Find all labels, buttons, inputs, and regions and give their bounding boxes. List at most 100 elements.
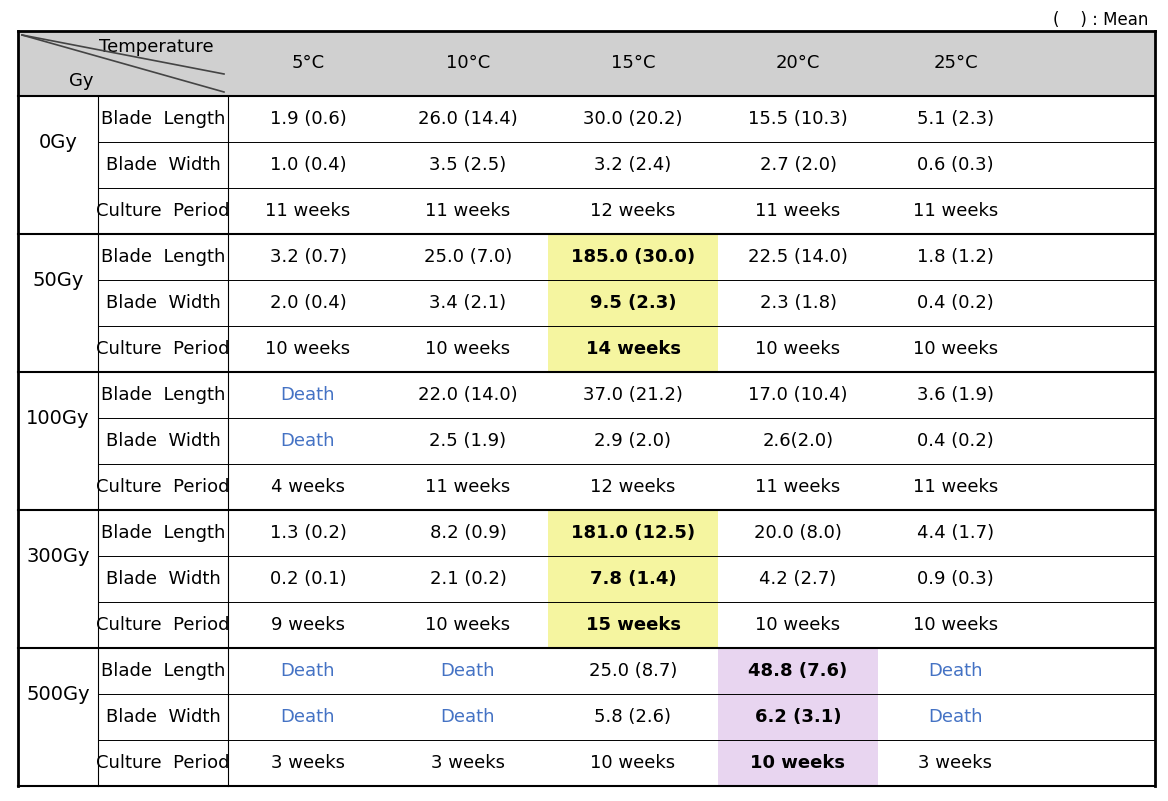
Text: 0Gy: 0Gy bbox=[39, 132, 77, 151]
Text: 25°C: 25°C bbox=[933, 54, 978, 73]
Text: Blade  Width: Blade Width bbox=[105, 432, 221, 450]
Text: Blade  Length: Blade Length bbox=[100, 662, 225, 680]
Bar bbox=[718, 740, 878, 786]
Text: 4 weeks: 4 weeks bbox=[271, 478, 345, 496]
Bar bbox=[548, 326, 718, 372]
Text: 1.8 (1.2): 1.8 (1.2) bbox=[917, 248, 994, 266]
Text: 3.4 (2.1): 3.4 (2.1) bbox=[430, 294, 507, 312]
Text: 14 weeks: 14 weeks bbox=[585, 340, 681, 358]
Text: 15.5 (10.3): 15.5 (10.3) bbox=[749, 110, 848, 128]
Text: 12 weeks: 12 weeks bbox=[590, 202, 675, 220]
Text: 10 weeks: 10 weeks bbox=[265, 340, 350, 358]
Text: 11 weeks: 11 weeks bbox=[265, 202, 350, 220]
Text: Death: Death bbox=[440, 662, 495, 680]
Text: Culture  Period: Culture Period bbox=[96, 340, 230, 358]
Text: 3.2 (0.7): 3.2 (0.7) bbox=[270, 248, 347, 266]
Bar bbox=[18, 31, 1155, 96]
Text: 37.0 (21.2): 37.0 (21.2) bbox=[583, 386, 683, 404]
Text: 4.4 (1.7): 4.4 (1.7) bbox=[917, 524, 994, 542]
Text: 6.2 (3.1): 6.2 (3.1) bbox=[755, 708, 841, 726]
Text: 0.6 (0.3): 0.6 (0.3) bbox=[917, 156, 994, 174]
Text: 25.0 (8.7): 25.0 (8.7) bbox=[589, 662, 677, 680]
Text: 50Gy: 50Gy bbox=[33, 271, 84, 289]
Text: 2.0 (0.4): 2.0 (0.4) bbox=[270, 294, 347, 312]
Text: 11 weeks: 11 weeks bbox=[425, 478, 510, 496]
Text: 9.5 (2.3): 9.5 (2.3) bbox=[590, 294, 676, 312]
Text: 10°C: 10°C bbox=[446, 54, 491, 73]
Text: 10 weeks: 10 weeks bbox=[425, 616, 510, 634]
Bar bbox=[548, 602, 718, 648]
Text: 9 weeks: 9 weeks bbox=[271, 616, 345, 634]
Text: 48.8 (7.6): 48.8 (7.6) bbox=[749, 662, 848, 680]
Text: 5.1 (2.3): 5.1 (2.3) bbox=[917, 110, 994, 128]
Text: 0.4 (0.2): 0.4 (0.2) bbox=[917, 432, 994, 450]
Text: 7.8 (1.4): 7.8 (1.4) bbox=[590, 570, 676, 588]
Text: 20.0 (8.0): 20.0 (8.0) bbox=[755, 524, 842, 542]
Text: 11 weeks: 11 weeks bbox=[913, 478, 999, 496]
Text: 10 weeks: 10 weeks bbox=[913, 340, 999, 358]
Text: Death: Death bbox=[440, 708, 495, 726]
Text: 0.9 (0.3): 0.9 (0.3) bbox=[917, 570, 994, 588]
Text: 26.0 (14.4): 26.0 (14.4) bbox=[418, 110, 517, 128]
Bar bbox=[718, 648, 878, 694]
Text: 11 weeks: 11 weeks bbox=[756, 478, 841, 496]
Text: 0.2 (0.1): 0.2 (0.1) bbox=[270, 570, 347, 588]
Bar bbox=[718, 694, 878, 740]
Text: Death: Death bbox=[929, 708, 982, 726]
Text: 5°C: 5°C bbox=[292, 54, 325, 73]
Text: 10 weeks: 10 weeks bbox=[756, 616, 841, 634]
Text: Death: Death bbox=[280, 432, 335, 450]
Text: 8.2 (0.9): 8.2 (0.9) bbox=[430, 524, 507, 542]
Text: Death: Death bbox=[280, 708, 335, 726]
Text: 2.7 (2.0): 2.7 (2.0) bbox=[759, 156, 836, 174]
Text: 22.0 (14.0): 22.0 (14.0) bbox=[418, 386, 517, 404]
Text: 3 weeks: 3 weeks bbox=[918, 754, 993, 772]
Text: 3.6 (1.9): 3.6 (1.9) bbox=[917, 386, 994, 404]
Text: Blade  Length: Blade Length bbox=[100, 110, 225, 128]
Text: 300Gy: 300Gy bbox=[26, 546, 90, 566]
Text: Blade  Length: Blade Length bbox=[100, 524, 225, 542]
Text: 11 weeks: 11 weeks bbox=[425, 202, 510, 220]
Text: Blade  Width: Blade Width bbox=[105, 570, 221, 588]
Text: 11 weeks: 11 weeks bbox=[756, 202, 841, 220]
Text: Blade  Length: Blade Length bbox=[100, 386, 225, 404]
Text: 181.0 (12.5): 181.0 (12.5) bbox=[571, 524, 695, 542]
Text: 10 weeks: 10 weeks bbox=[756, 340, 841, 358]
Text: Blade  Width: Blade Width bbox=[105, 156, 221, 174]
Text: (    ) : Mean: ( ) : Mean bbox=[1052, 11, 1148, 29]
Text: 3 weeks: 3 weeks bbox=[431, 754, 505, 772]
Text: 1.3 (0.2): 1.3 (0.2) bbox=[270, 524, 347, 542]
Text: Blade  Length: Blade Length bbox=[100, 248, 225, 266]
Text: 15°C: 15°C bbox=[611, 54, 655, 73]
Text: 2.1 (0.2): 2.1 (0.2) bbox=[430, 570, 507, 588]
Text: 10 weeks: 10 weeks bbox=[591, 754, 675, 772]
Text: 2.5 (1.9): 2.5 (1.9) bbox=[430, 432, 507, 450]
Text: Gy: Gy bbox=[69, 72, 93, 90]
Bar bbox=[548, 280, 718, 326]
Bar bbox=[548, 510, 718, 556]
Text: 0.4 (0.2): 0.4 (0.2) bbox=[917, 294, 994, 312]
Text: 2.6(2.0): 2.6(2.0) bbox=[763, 432, 834, 450]
Text: 11 weeks: 11 weeks bbox=[913, 202, 999, 220]
Text: Death: Death bbox=[929, 662, 982, 680]
Text: Culture  Period: Culture Period bbox=[96, 478, 230, 496]
Text: 185.0 (30.0): 185.0 (30.0) bbox=[571, 248, 695, 266]
Text: 30.0 (20.2): 30.0 (20.2) bbox=[583, 110, 683, 128]
Text: 3.5 (2.5): 3.5 (2.5) bbox=[430, 156, 507, 174]
Text: 500Gy: 500Gy bbox=[26, 685, 90, 703]
Text: 5.8 (2.6): 5.8 (2.6) bbox=[595, 708, 672, 726]
Text: 15 weeks: 15 weeks bbox=[585, 616, 681, 634]
Text: 4.2 (2.7): 4.2 (2.7) bbox=[759, 570, 836, 588]
Text: Death: Death bbox=[280, 662, 335, 680]
Bar bbox=[18, 96, 1155, 786]
Text: 1.0 (0.4): 1.0 (0.4) bbox=[270, 156, 347, 174]
Text: 100Gy: 100Gy bbox=[26, 409, 90, 428]
Text: 3 weeks: 3 weeks bbox=[271, 754, 345, 772]
Bar bbox=[548, 234, 718, 280]
Text: Temperature: Temperature bbox=[99, 38, 214, 56]
Text: 3.2 (2.4): 3.2 (2.4) bbox=[595, 156, 672, 174]
Text: 22.5 (14.0): 22.5 (14.0) bbox=[748, 248, 848, 266]
Text: Culture  Period: Culture Period bbox=[96, 616, 230, 634]
Text: Culture  Period: Culture Period bbox=[96, 754, 230, 772]
Text: 25.0 (7.0): 25.0 (7.0) bbox=[424, 248, 512, 266]
